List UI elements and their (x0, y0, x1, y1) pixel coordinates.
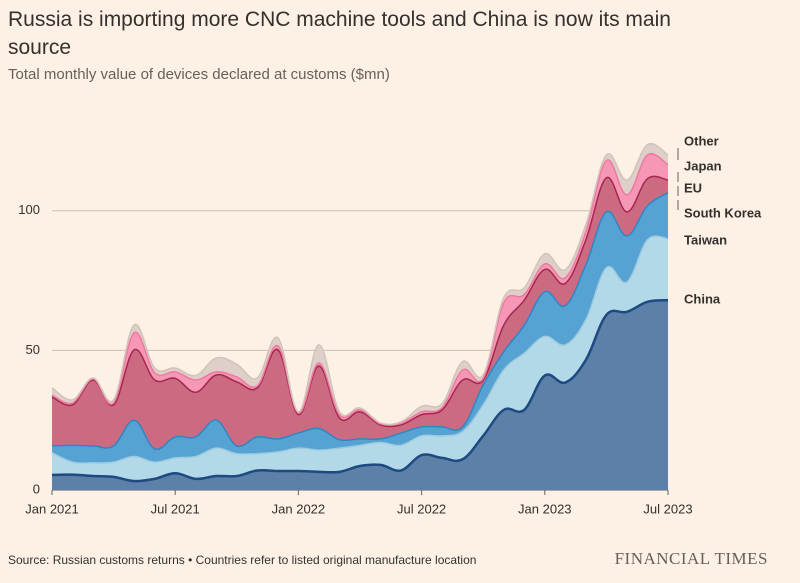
x-tick-label: Jul 2022 (397, 501, 446, 516)
x-tick-label: Jan 2022 (272, 501, 326, 516)
brand: FINANCIAL TIMES (614, 549, 768, 568)
area-edge (51, 153, 669, 426)
legend-label: Other (684, 133, 719, 148)
legend-label: Japan (684, 158, 722, 173)
area-edge (51, 298, 669, 483)
area (52, 176, 668, 450)
area (52, 300, 668, 490)
chart-subtitle: Total monthly value of devices declared … (8, 66, 390, 83)
y-tick-label: 0 (33, 481, 40, 496)
y-tick-label: 50 (26, 342, 40, 357)
area (52, 192, 668, 464)
chart-title: Russia is importing more CNC machine too… (8, 8, 671, 59)
x-tick-label: Jul 2023 (643, 501, 692, 516)
x-tick-label: Jan 2023 (518, 501, 572, 516)
x-tick-label: Jan 2021 (25, 501, 79, 516)
source-note: Source: Russian customs returns • Countr… (8, 553, 477, 567)
legend-label: South Korea (684, 205, 762, 220)
area-edge (51, 235, 669, 464)
area-edge (51, 175, 669, 428)
legend-label: China (684, 291, 721, 306)
area-edge (51, 142, 669, 426)
area-edge (51, 192, 669, 451)
x-tick-label: Jul 2021 (151, 501, 200, 516)
legend-label: EU (684, 180, 702, 195)
y-tick-label: 100 (18, 202, 40, 217)
area (52, 236, 668, 482)
legend-label: Taiwan (684, 232, 727, 247)
